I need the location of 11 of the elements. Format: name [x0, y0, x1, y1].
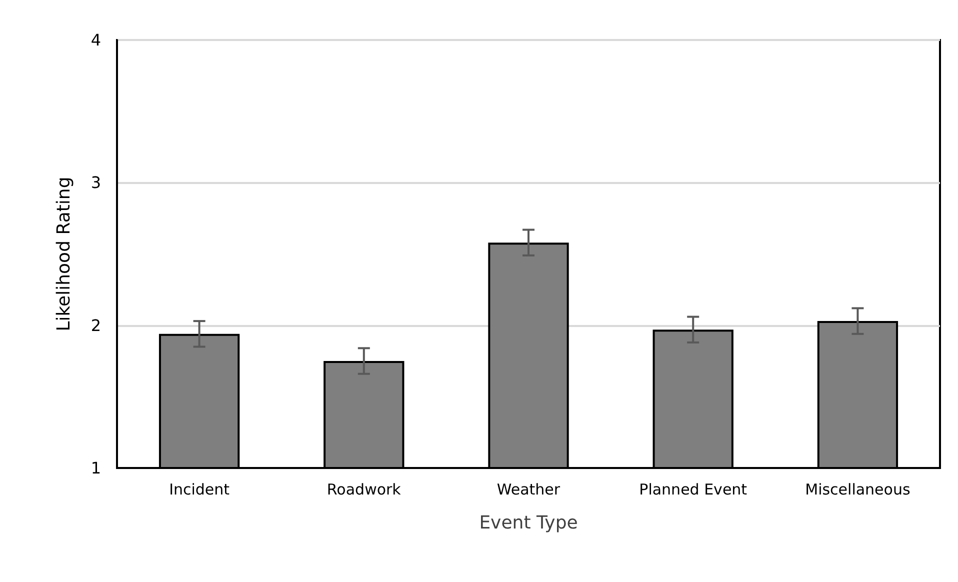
y-tick-label: 1	[90, 458, 101, 478]
x-axis-title: Event Type	[479, 512, 578, 534]
y-tick-label: 3	[90, 173, 101, 192]
x-tick-label: Miscellaneous	[805, 480, 910, 498]
x-tick-label: Incident	[169, 480, 230, 498]
x-tick-label: Roadwork	[326, 480, 402, 498]
x-tick-label: Weather	[496, 480, 561, 498]
y-axis-title: Likelihood Rating	[54, 176, 74, 332]
y-tick-label: 2	[90, 316, 101, 335]
y-tick-label: 4	[90, 30, 101, 50]
x-tick-label: Planned Event	[639, 480, 748, 498]
